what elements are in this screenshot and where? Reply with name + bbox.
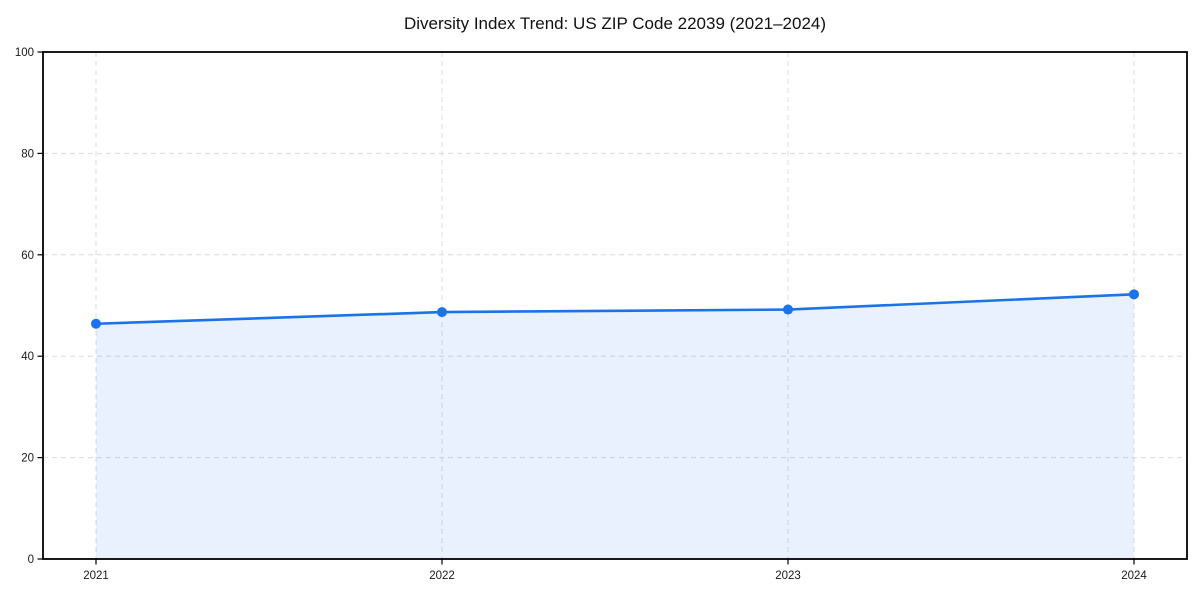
x-tick-label: 2024: [1121, 570, 1147, 582]
plot-border: [42, 51, 1188, 560]
x-tick-label: 2022: [429, 570, 455, 582]
trend-line: [94, 293, 1136, 326]
y-tick-label: 80: [21, 148, 34, 160]
plot-area: 0 20 40 60 80 100 2021 2022 2023 2024: [15, 47, 1188, 582]
x-tick-label: 2021: [83, 570, 109, 582]
chart-title: Diversity Index Trend: US ZIP Code 22039…: [404, 14, 826, 33]
data-point-2021: [91, 318, 101, 329]
data-point-2023: [783, 304, 793, 315]
data-point-2022: [437, 307, 447, 318]
y-tick-label: 0: [28, 554, 34, 566]
y-tick-label: 20: [21, 453, 34, 465]
y-tick-label: 40: [21, 351, 34, 363]
area-fill: [96, 294, 1134, 559]
y-tick-label: 60: [21, 250, 34, 262]
data-point-2024: [1129, 289, 1139, 300]
x-tick-label: 2023: [775, 570, 801, 582]
y-tick-label: 100: [15, 47, 34, 59]
